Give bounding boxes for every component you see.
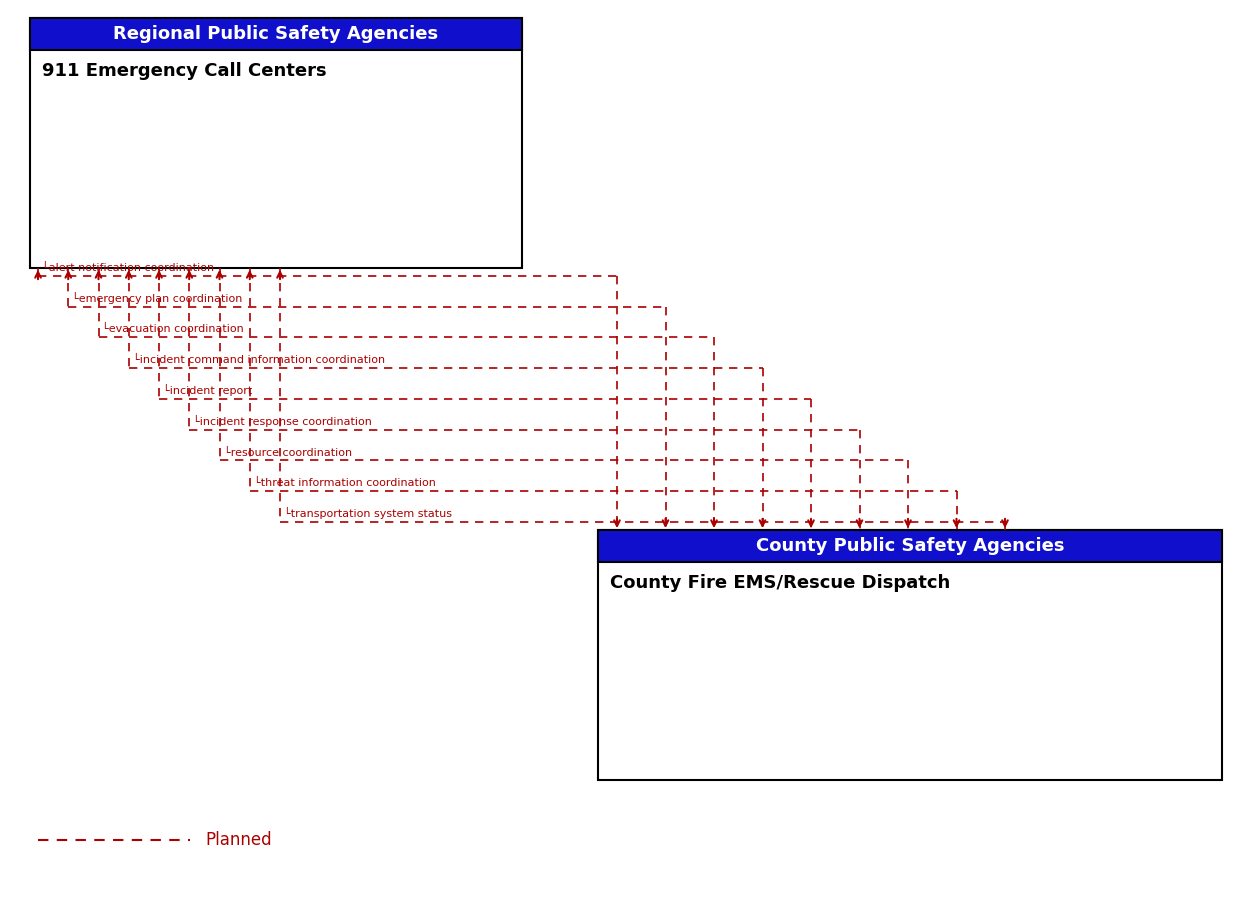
Bar	[598, 530, 1222, 562]
Text: Planned: Planned	[205, 831, 272, 849]
Text: County Public Safety Agencies: County Public Safety Agencies	[756, 537, 1064, 555]
Text: County Fire EMS/Rescue Dispatch: County Fire EMS/Rescue Dispatch	[610, 574, 950, 592]
Text: └emergency plan coordination: └emergency plan coordination	[73, 292, 243, 304]
Bar	[30, 18, 522, 268]
Text: └threat information coordination: └threat information coordination	[254, 478, 436, 488]
Text: Regional Public Safety Agencies: Regional Public Safety Agencies	[114, 25, 438, 43]
Bar	[598, 530, 1222, 780]
Text: └resource coordination: └resource coordination	[224, 448, 352, 457]
Bar	[30, 18, 522, 50]
Text: └incident response coordination: └incident response coordination	[193, 414, 372, 427]
Text: └incident report: └incident report	[163, 384, 252, 396]
Text: └evacuation coordination: └evacuation coordination	[103, 325, 244, 335]
Text: └alert notification coordination: └alert notification coordination	[43, 263, 214, 273]
Text: 911 Emergency Call Centers: 911 Emergency Call Centers	[43, 62, 327, 80]
Text: └incident command information coordination: └incident command information coordinati…	[133, 355, 384, 365]
Text: └transportation system status: └transportation system status	[284, 507, 452, 519]
